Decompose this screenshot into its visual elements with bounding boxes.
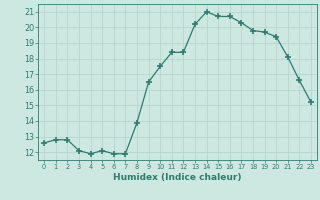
X-axis label: Humidex (Indice chaleur): Humidex (Indice chaleur): [113, 173, 242, 182]
